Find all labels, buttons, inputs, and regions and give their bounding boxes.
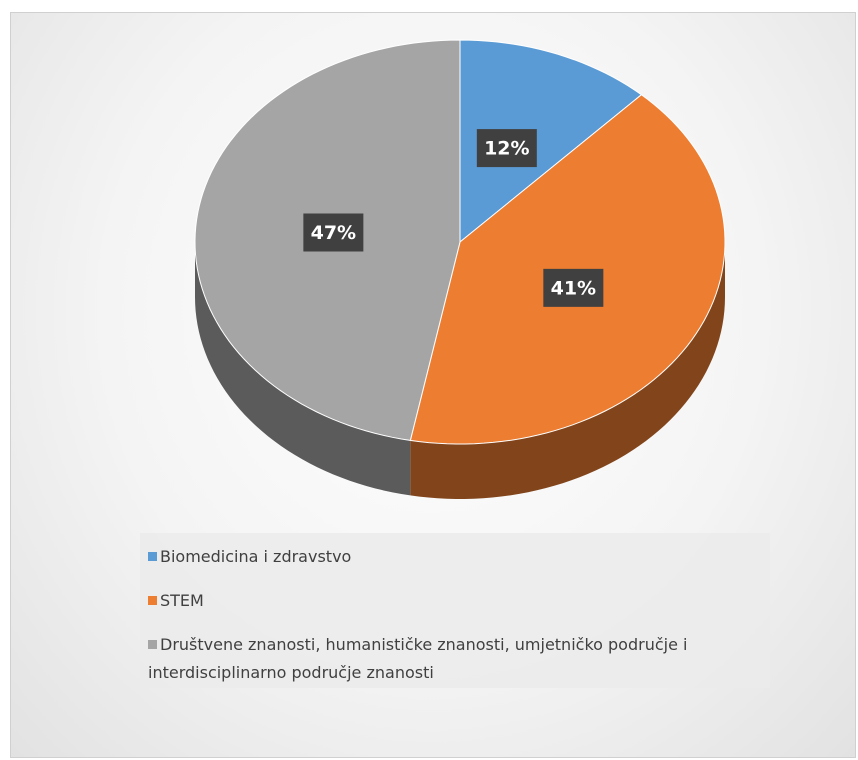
legend-label: Društvene znanosti, humanističke znanost… — [148, 635, 688, 682]
data-label: 47% — [311, 222, 356, 244]
pie-side — [195, 242, 411, 496]
data-label: 12% — [484, 138, 529, 160]
legend-swatch — [148, 640, 157, 649]
legend-label: Biomedicina i zdravstvo — [160, 547, 352, 566]
pie-slice — [459, 39, 643, 244]
label-box — [303, 213, 364, 252]
label-box — [543, 268, 604, 307]
legend-swatch — [148, 596, 157, 605]
legend-label: STEM — [160, 591, 204, 610]
legend-entry: Biomedicina i zdravstvo — [148, 543, 762, 571]
legend-entry: STEM — [148, 587, 762, 615]
label-box — [476, 129, 537, 168]
legend: Biomedicina i zdravstvo STEM Društvene zna… — [140, 533, 770, 688]
legend-swatch — [148, 552, 157, 561]
pie-side — [410, 242, 725, 499]
legend-entry: Društvene znanosti, humanističke znanost… — [148, 631, 762, 687]
data-label: 41% — [551, 277, 596, 299]
